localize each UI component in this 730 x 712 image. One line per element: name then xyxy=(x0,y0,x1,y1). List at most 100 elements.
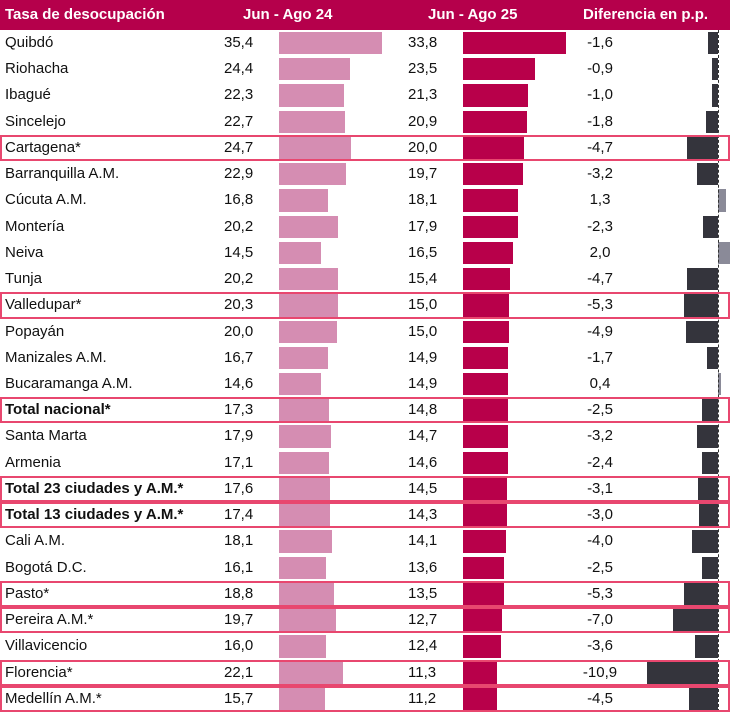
bar-diferencia xyxy=(687,136,718,160)
row-label: Riohacha xyxy=(5,60,69,78)
bar-diferencia xyxy=(703,215,718,238)
bar-jun-ago-25 xyxy=(463,635,501,658)
value-jun-ago-25: 14,7 xyxy=(408,427,438,445)
table-row: Neiva 14,5 16,5 2,0 xyxy=(0,240,730,266)
table-row: Bogotá D.C. 16,1 13,6 -2,5 xyxy=(0,555,730,581)
bar-jun-ago-24 xyxy=(279,215,338,238)
bar-jun-ago-24 xyxy=(279,373,322,396)
table-row: Popayán 20,0 15,0 -4,9 xyxy=(0,319,730,345)
row-label: Tunja xyxy=(5,270,42,288)
table-row: Florencia* 22,1 11,3 -10,9 xyxy=(0,659,730,686)
value-jun-ago-24: 18,1 xyxy=(224,532,254,550)
value-jun-ago-24: 17,3 xyxy=(224,401,254,419)
table-row: Ibagué 22,3 21,3 -1,0 xyxy=(0,82,730,108)
value-diferencia: -4,0 xyxy=(587,532,613,550)
value-jun-ago-25: 15,0 xyxy=(408,296,438,314)
value-diferencia: -3,1 xyxy=(587,479,613,497)
diff-zero-axis xyxy=(718,30,719,712)
bar-diferencia xyxy=(718,241,730,265)
row-label: Medellín A.M.* xyxy=(5,689,102,707)
value-jun-ago-24: 15,7 xyxy=(224,689,254,707)
value-jun-ago-24: 35,4 xyxy=(224,34,254,51)
value-jun-ago-24: 16,1 xyxy=(224,558,254,576)
bar-diferencia xyxy=(701,399,718,422)
value-jun-ago-24: 22,7 xyxy=(224,112,254,130)
value-jun-ago-25: 16,5 xyxy=(408,243,438,261)
bar-jun-ago-24 xyxy=(279,268,338,291)
row-label: Barranquilla A.M. xyxy=(5,165,120,183)
value-diferencia: -1,0 xyxy=(587,86,613,104)
row-label: Manizales A.M. xyxy=(5,348,107,366)
table-row: Sincelejo 22,7 20,9 -1,8 xyxy=(0,109,730,135)
bar-diferencia xyxy=(706,110,718,133)
value-jun-ago-24: 17,6 xyxy=(224,479,254,497)
row-label: Popayán xyxy=(5,322,65,340)
bar-diferencia xyxy=(688,687,718,710)
value-jun-ago-24: 20,2 xyxy=(224,270,254,288)
bar-jun-ago-24 xyxy=(279,425,332,448)
value-diferencia: -3,2 xyxy=(587,165,613,183)
row-label: Pereira A.M.* xyxy=(5,611,94,629)
bar-jun-ago-25 xyxy=(463,582,505,606)
bar-jun-ago-24 xyxy=(279,451,329,474)
bar-jun-ago-25 xyxy=(463,609,502,632)
table-row: Medellín A.M.* 15,7 11,2 -4,5 xyxy=(0,685,730,712)
bar-jun-ago-24 xyxy=(279,136,351,160)
value-diferencia: -4,7 xyxy=(587,270,613,288)
row-label: Montería xyxy=(5,217,65,235)
value-jun-ago-25: 14,6 xyxy=(408,453,438,471)
bar-jun-ago-24 xyxy=(279,399,330,422)
bar-jun-ago-25 xyxy=(463,504,507,527)
value-jun-ago-24: 24,7 xyxy=(224,138,254,156)
value-diferencia: -5,3 xyxy=(587,584,613,602)
value-diferencia: -5,3 xyxy=(587,296,613,314)
value-jun-ago-25: 14,5 xyxy=(408,479,438,497)
bar-jun-ago-24 xyxy=(279,556,326,579)
value-jun-ago-25: 12,7 xyxy=(408,611,438,629)
row-label: Cali A.M. xyxy=(5,532,66,550)
bar-jun-ago-24 xyxy=(279,84,344,107)
value-diferencia: -3,0 xyxy=(587,506,613,524)
bar-diferencia xyxy=(692,530,718,553)
bar-jun-ago-25 xyxy=(463,189,519,212)
value-jun-ago-24: 20,3 xyxy=(224,296,254,314)
value-diferencia: -3,6 xyxy=(587,637,613,655)
bar-diferencia xyxy=(707,32,718,55)
bar-jun-ago-24 xyxy=(279,189,328,212)
row-label: Bucaramanga A.M. xyxy=(5,375,133,392)
table-row: Pereira A.M.* 19,7 12,7 -7,0 xyxy=(0,607,730,634)
bar-jun-ago-25 xyxy=(463,58,535,81)
bar-diferencia xyxy=(697,163,718,186)
bar-jun-ago-24 xyxy=(279,241,322,265)
value-diferencia: 1,3 xyxy=(589,191,611,209)
value-jun-ago-25: 14,8 xyxy=(408,401,438,419)
value-diferencia: -7,0 xyxy=(587,611,613,629)
value-diferencia: -2,4 xyxy=(587,453,613,471)
value-jun-ago-25: 11,2 xyxy=(408,689,437,707)
row-label: Total nacional* xyxy=(5,401,111,419)
value-diferencia: 0,4 xyxy=(589,375,611,392)
value-jun-ago-25: 14,3 xyxy=(408,506,438,524)
table-row: Santa Marta 17,9 14,7 -3,2 xyxy=(0,423,730,449)
row-label: Pasto* xyxy=(5,584,50,602)
value-jun-ago-25: 23,5 xyxy=(408,60,438,78)
bar-jun-ago-25 xyxy=(463,661,498,684)
value-jun-ago-24: 22,3 xyxy=(224,86,254,104)
table-row: Armenia 17,1 14,6 -2,4 xyxy=(0,450,730,476)
bar-diferencia xyxy=(687,268,718,291)
table-row: Riohacha 24,4 23,5 -0,9 xyxy=(0,56,730,82)
value-jun-ago-24: 22,9 xyxy=(224,165,254,183)
bar-jun-ago-24 xyxy=(279,635,326,658)
header-jun-ago-25: Jun - Ago 25 xyxy=(428,6,518,23)
bar-jun-ago-25 xyxy=(463,477,508,501)
bar-diferencia xyxy=(683,582,718,606)
bar-jun-ago-25 xyxy=(463,687,498,710)
bar-jun-ago-25 xyxy=(463,163,524,186)
bar-jun-ago-25 xyxy=(463,373,509,396)
bar-jun-ago-25 xyxy=(463,241,514,265)
bar-jun-ago-25 xyxy=(463,32,567,55)
table-row: Tunja 20,2 15,4 -4,7 xyxy=(0,266,730,292)
bar-jun-ago-25 xyxy=(463,136,524,160)
table-row: Montería 20,2 17,9 -2,3 xyxy=(0,214,730,240)
value-diferencia: -3,2 xyxy=(587,427,613,445)
